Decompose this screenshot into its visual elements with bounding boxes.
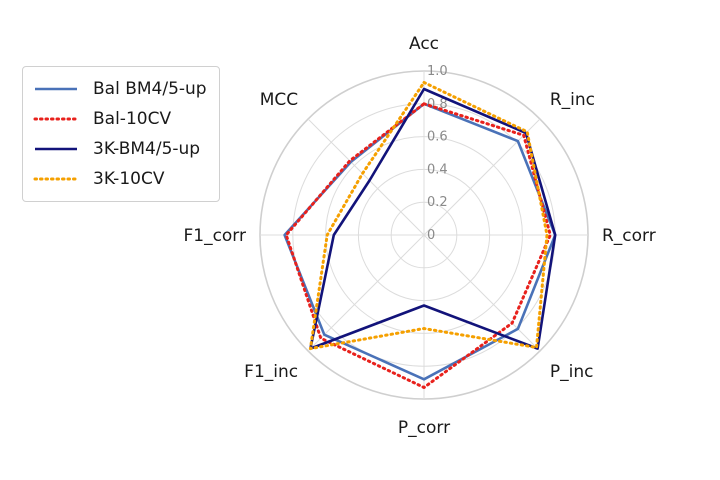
radial-tick-label: 0.6 [427, 130, 448, 145]
axis-label: F1_corr [183, 226, 246, 246]
radial-tick-label: 0.4 [427, 162, 448, 177]
grid-spoke [423, 234, 541, 352]
axis-label: P_corr [398, 418, 450, 438]
series-polygons [283, 81, 557, 389]
legend-swatch [33, 114, 79, 124]
grid-spoke [307, 234, 425, 352]
series-line [309, 87, 557, 350]
legend-swatch [33, 144, 79, 154]
legend-swatch [33, 174, 79, 184]
radial-tick-label: 1.0 [427, 64, 448, 79]
legend-label: 3K-10CV [93, 169, 165, 189]
legend-entry: Bal BM4/5-up [33, 74, 207, 104]
legend-label: 3K-BM4/5-up [93, 139, 201, 159]
radial-tick-label: 0.2 [427, 195, 448, 210]
radar-grid [259, 70, 589, 400]
axis-label: Acc [409, 34, 439, 54]
series-line [284, 102, 552, 389]
radial-tick-label: 0 [427, 228, 435, 243]
series-line [308, 81, 549, 351]
grid-spoke [307, 118, 425, 236]
chart-legend: Bal BM4/5-up Bal-10CV 3K-BM4/5-up 3K-10CV [22, 66, 220, 202]
legend-label: Bal BM4/5-up [93, 79, 207, 99]
grid-spoke [423, 118, 541, 236]
legend-entry: 3K-BM4/5-up [33, 134, 207, 164]
axis-label: P_inc [550, 362, 594, 382]
axis-label: R_corr [602, 226, 656, 246]
legend-entry: Bal-10CV [33, 104, 207, 134]
legend-swatch [33, 84, 79, 94]
axis-label: F1_inc [244, 362, 298, 382]
axis-labels: Acc R_inc R_corr P_inc P_corr F1_inc F1_corr MC… [183, 34, 655, 438]
radial-tick-labels: 00.20.40.60.81.0 [427, 64, 448, 243]
axis-label: MCC [260, 90, 298, 110]
axis-label: R_inc [550, 90, 595, 110]
legend-label: Bal-10CV [93, 109, 172, 129]
legend-entry: 3K-10CV [33, 164, 207, 194]
